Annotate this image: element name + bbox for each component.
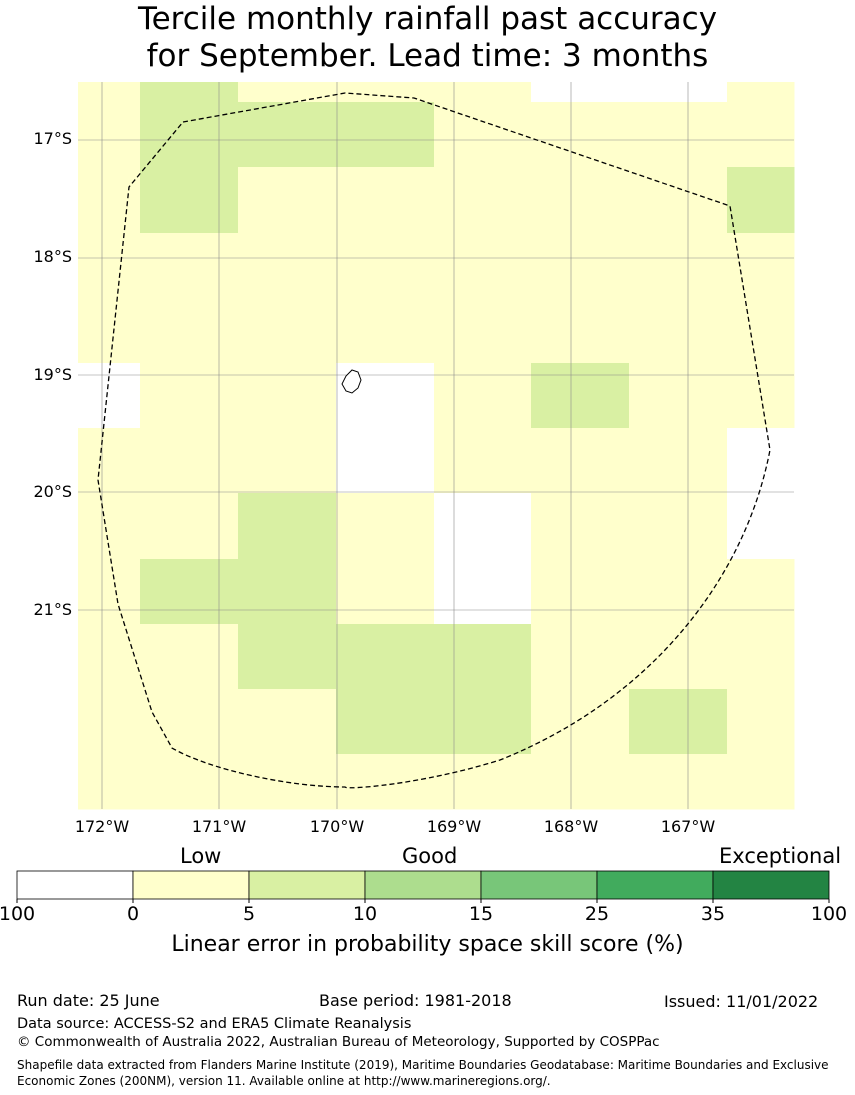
lat-label-21s: 21°S <box>33 600 72 619</box>
lat-label-17s: 17°S <box>33 129 72 148</box>
grid-cell <box>140 82 238 233</box>
colorbar-segment <box>480 870 598 900</box>
lon-label-170w: 170°W <box>309 817 365 836</box>
run-date: Run date: 25 June <box>17 991 160 1010</box>
colorbar-segment <box>596 870 714 900</box>
colorbar-segment <box>364 870 482 900</box>
grid-cell <box>336 624 531 754</box>
copyright: © Commonwealth of Australia 2022, Austra… <box>17 1034 660 1050</box>
colorbar <box>16 870 830 903</box>
category-low: Low <box>180 844 222 868</box>
grid-cell <box>434 493 531 624</box>
colorbar-tick: 25 <box>584 903 610 925</box>
colorbar-tick: 35 <box>700 903 726 925</box>
grid-cell <box>78 363 140 428</box>
lon-label-172w: 172°W <box>74 817 130 836</box>
base-period: Base period: 1981-2018 <box>319 991 512 1010</box>
map-gridlines <box>78 82 794 809</box>
grid-cell <box>140 559 238 624</box>
eez-boundary <box>97 92 771 789</box>
map-title-line-1: Tercile monthly rainfall past accuracy <box>137 1 718 37</box>
lon-label-169w: 169°W <box>426 817 482 836</box>
lat-label-19s: 19°S <box>33 365 72 384</box>
grid-cell <box>531 82 727 102</box>
colorbar-segment <box>16 870 134 900</box>
colorbar-tick: 100 <box>810 903 848 925</box>
grid-cell <box>531 363 629 428</box>
lat-label-20s: 20°S <box>33 482 72 501</box>
grid-cell <box>727 167 794 233</box>
lon-label-168w: 168°W <box>543 817 599 836</box>
grid-cell <box>629 689 727 754</box>
colorbar-segment <box>132 870 250 900</box>
colorbar-title: Linear error in probability space skill … <box>171 932 684 957</box>
island-outline <box>341 369 362 394</box>
colorbar-segment <box>712 870 830 900</box>
grid-cell <box>727 428 794 559</box>
category-good: Good <box>402 844 458 868</box>
lat-label-18s: 18°S <box>33 247 72 266</box>
lon-label-167w: 167°W <box>660 817 716 836</box>
issued-date: Issued: 11/01/2022 <box>664 992 819 1011</box>
skill-score-grid <box>78 82 795 810</box>
colorbar-segment <box>248 870 366 900</box>
colorbar-tick: 100 <box>0 903 36 925</box>
map-title-line-2: for September. Lead time: 3 months <box>146 38 709 74</box>
grid-cell <box>238 102 434 167</box>
colorbar-tick: 5 <box>242 903 256 925</box>
colorbar-tick: 15 <box>468 903 494 925</box>
grid-cell <box>238 493 336 689</box>
colorbar-tick: 0 <box>126 903 140 925</box>
shapefile-note: Shapefile data extracted from Flanders M… <box>17 1058 829 1088</box>
data-source: Data source: ACCESS-S2 and ERA5 Climate … <box>17 1016 412 1032</box>
category-exceptional: Exceptional <box>719 844 842 868</box>
colorbar-tick: 10 <box>352 903 378 925</box>
lon-label-171w: 171°W <box>191 817 247 836</box>
